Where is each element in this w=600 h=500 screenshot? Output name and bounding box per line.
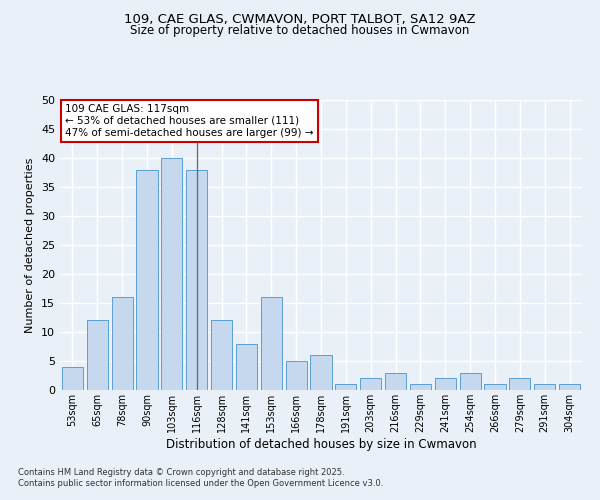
Bar: [236, 344, 257, 390]
Bar: [534, 384, 555, 390]
Bar: [460, 372, 481, 390]
Bar: [211, 320, 232, 390]
Bar: [410, 384, 431, 390]
Y-axis label: Number of detached properties: Number of detached properties: [25, 158, 35, 332]
Bar: [136, 170, 158, 390]
Bar: [484, 384, 506, 390]
Bar: [286, 361, 307, 390]
Text: 109 CAE GLAS: 117sqm
← 53% of detached houses are smaller (111)
47% of semi-deta: 109 CAE GLAS: 117sqm ← 53% of detached h…: [65, 104, 314, 138]
Bar: [509, 378, 530, 390]
Bar: [385, 372, 406, 390]
Bar: [161, 158, 182, 390]
Bar: [261, 297, 282, 390]
Bar: [435, 378, 456, 390]
Text: Size of property relative to detached houses in Cwmavon: Size of property relative to detached ho…: [130, 24, 470, 37]
Bar: [335, 384, 356, 390]
Bar: [112, 297, 133, 390]
Bar: [559, 384, 580, 390]
Bar: [62, 367, 83, 390]
Text: Contains HM Land Registry data © Crown copyright and database right 2025.
Contai: Contains HM Land Registry data © Crown c…: [18, 468, 383, 487]
Bar: [186, 170, 207, 390]
Bar: [310, 355, 332, 390]
Bar: [87, 320, 108, 390]
Text: 109, CAE GLAS, CWMAVON, PORT TALBOT, SA12 9AZ: 109, CAE GLAS, CWMAVON, PORT TALBOT, SA1…: [124, 12, 476, 26]
X-axis label: Distribution of detached houses by size in Cwmavon: Distribution of detached houses by size …: [166, 438, 476, 450]
Bar: [360, 378, 381, 390]
